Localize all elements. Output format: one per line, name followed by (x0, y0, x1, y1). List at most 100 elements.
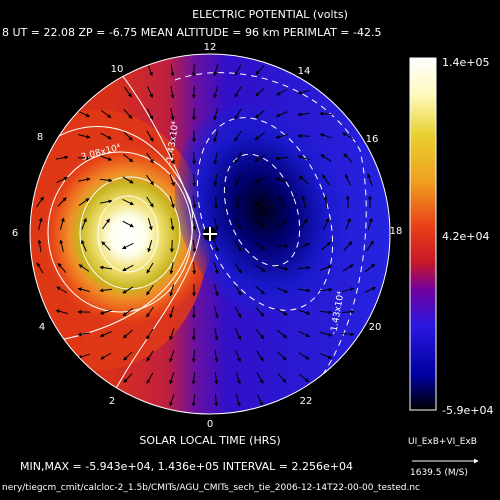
vector-arrow (102, 218, 110, 230)
vector-arrow (255, 87, 265, 97)
vector-arrow (147, 240, 153, 253)
vector-arrow (298, 175, 309, 185)
vector-arrow (77, 156, 91, 161)
vector-arrow (301, 195, 306, 208)
vector-arrow (123, 109, 133, 120)
vector-arrow (59, 239, 64, 252)
vector-arrow (234, 240, 242, 252)
vector-arrow (57, 262, 67, 273)
colorbar-max-label: 1.4e+05 (442, 56, 489, 69)
vector-arrow (297, 89, 310, 95)
vector-arrow (255, 328, 265, 340)
vector-arrow (213, 64, 219, 77)
vector-field (36, 63, 377, 407)
vector-arrow (101, 241, 111, 251)
vector-arrow (298, 309, 311, 315)
vector-arrow (122, 220, 134, 228)
hour-label: 4 (39, 322, 45, 333)
vector-arrow (122, 153, 134, 163)
vector-arrow (254, 109, 265, 119)
vector-arrow (169, 152, 175, 165)
vector-arrow (319, 133, 332, 139)
vector-arrow (298, 330, 310, 338)
vector-arrow (213, 130, 219, 143)
vector-arrow (77, 353, 90, 359)
vector-arrow (320, 265, 333, 271)
vector-arrow (122, 198, 135, 206)
vector-arrow (234, 306, 242, 318)
vector-arrow (341, 332, 355, 337)
vector-arrow (146, 262, 154, 274)
vector-arrow (81, 239, 87, 252)
hour-label: 6 (12, 228, 18, 239)
vector-arrow (213, 174, 218, 187)
vector-arrow (78, 198, 90, 206)
vector-arrow (146, 350, 154, 362)
vector-arrow (256, 350, 264, 362)
vector-arrow (146, 328, 154, 340)
contour-line (51, 126, 194, 341)
vector-arrow (100, 352, 112, 360)
vector-arrow (364, 263, 376, 273)
vector-arrow (234, 64, 242, 76)
vector-arrow (169, 262, 174, 275)
vector-arrow (169, 350, 175, 363)
vector-arrow (81, 217, 87, 230)
negative-cell (174, 104, 350, 316)
vector-arrow (276, 329, 288, 339)
contour-line-dashed (223, 153, 301, 267)
vector-arrow (213, 86, 219, 99)
vector-arrow (146, 372, 154, 384)
vector-arrow (38, 217, 43, 230)
vector-legend-label: UI_ExB+VI_ExB (408, 437, 477, 447)
vector-scale-value: 1639.5 (M/S) (410, 468, 468, 478)
vector-arrow (122, 242, 134, 250)
vector-arrow (320, 353, 333, 359)
vector-arrow (56, 286, 68, 294)
vector-arrow (122, 286, 134, 294)
vector-arrow (319, 111, 333, 116)
vector-arrow (146, 108, 154, 120)
vector-arrow (277, 351, 287, 361)
hour-label: 10 (111, 64, 124, 75)
vector-arrow (276, 308, 288, 316)
chart-title: ELECTRIC POTENTIAL (volts) (192, 8, 348, 21)
vector-arrow (277, 373, 287, 384)
vector-arrow (297, 155, 310, 161)
vector-arrow (298, 352, 310, 360)
vector-arrow (55, 309, 68, 315)
vector-arrow (59, 217, 65, 230)
vector-arrow (36, 196, 44, 208)
disc-outline (29, 53, 391, 415)
vector-arrow (37, 239, 42, 252)
vector-arrow (275, 133, 288, 139)
vector-arrow (100, 178, 113, 183)
vector-arrow (192, 196, 197, 209)
vector-arrow (298, 373, 310, 383)
positive-cell (42, 140, 214, 324)
vector-arrow (146, 152, 154, 164)
vector-arrow (169, 284, 175, 297)
vector-arrow (214, 393, 219, 407)
vector-arrow (297, 265, 311, 270)
vector-arrow (213, 240, 219, 253)
vector-arrow (78, 134, 91, 139)
vector-arrow (320, 154, 332, 162)
vector-arrow (169, 394, 175, 407)
hour-label: 8 (37, 132, 43, 143)
info-line: 8 UT = 22.08 ZP = -6.75 MEAN ALTITUDE = … (2, 26, 381, 39)
vector-arrow (99, 331, 112, 337)
contour-line-dashed (174, 72, 367, 401)
vector-arrow (214, 350, 219, 363)
vector-arrow (323, 217, 329, 230)
vector-arrow (169, 372, 175, 385)
vector-arrow (122, 329, 133, 339)
vector-arrow (99, 309, 112, 315)
vector-arrow (100, 110, 112, 118)
vector-arrow (192, 218, 197, 231)
vector-arrow (256, 372, 264, 384)
vector-arrow (169, 174, 175, 187)
vector-arrow (169, 130, 175, 143)
vector-arrow (214, 306, 219, 319)
